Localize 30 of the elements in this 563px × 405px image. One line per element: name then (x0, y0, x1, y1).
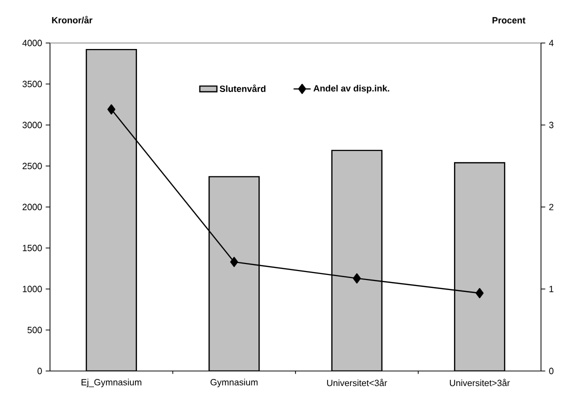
y-tick-label: 3500 (22, 80, 42, 88)
legend-label: Andel av disp.ink. (313, 84, 390, 94)
y-tick-label: 4000 (22, 40, 42, 46)
x-tick-label: Ej_Gymnasium (82, 378, 142, 388)
y-tick-label: 0 (38, 368, 42, 374)
bar (86, 48, 137, 371)
y2-tick-label: 3 (549, 122, 554, 128)
bar (454, 162, 506, 371)
point (352, 273, 361, 284)
bar (331, 150, 382, 371)
y2-axis-title: Procent (492, 17, 526, 24)
point (476, 288, 484, 298)
x-tick-label: Universitet>3år (450, 378, 510, 386)
point (107, 104, 116, 115)
y2-tick-label: 2 (549, 204, 554, 210)
x-tick-label: Universitet<3år (327, 378, 388, 386)
y-tick-label: 2500 (22, 162, 42, 170)
y-axis-title: Kronor/år (52, 16, 92, 24)
point (230, 256, 238, 268)
bar (208, 176, 260, 371)
y-tick-label: 1000 (22, 286, 42, 292)
y-tick-label: 2000 (22, 204, 42, 210)
y-tick-label: 3000 (22, 122, 42, 128)
y2-tick-label: 0 (549, 368, 554, 374)
x-tick-label: Gymnasium (210, 378, 258, 388)
y2-tick-label: 1 (549, 286, 554, 292)
legend-label: Slutenvård (220, 84, 266, 92)
y2-tick-label: 4 (549, 40, 554, 46)
y-tick-label: 1500 (22, 244, 42, 252)
y-tick-label: 500 (28, 326, 42, 334)
